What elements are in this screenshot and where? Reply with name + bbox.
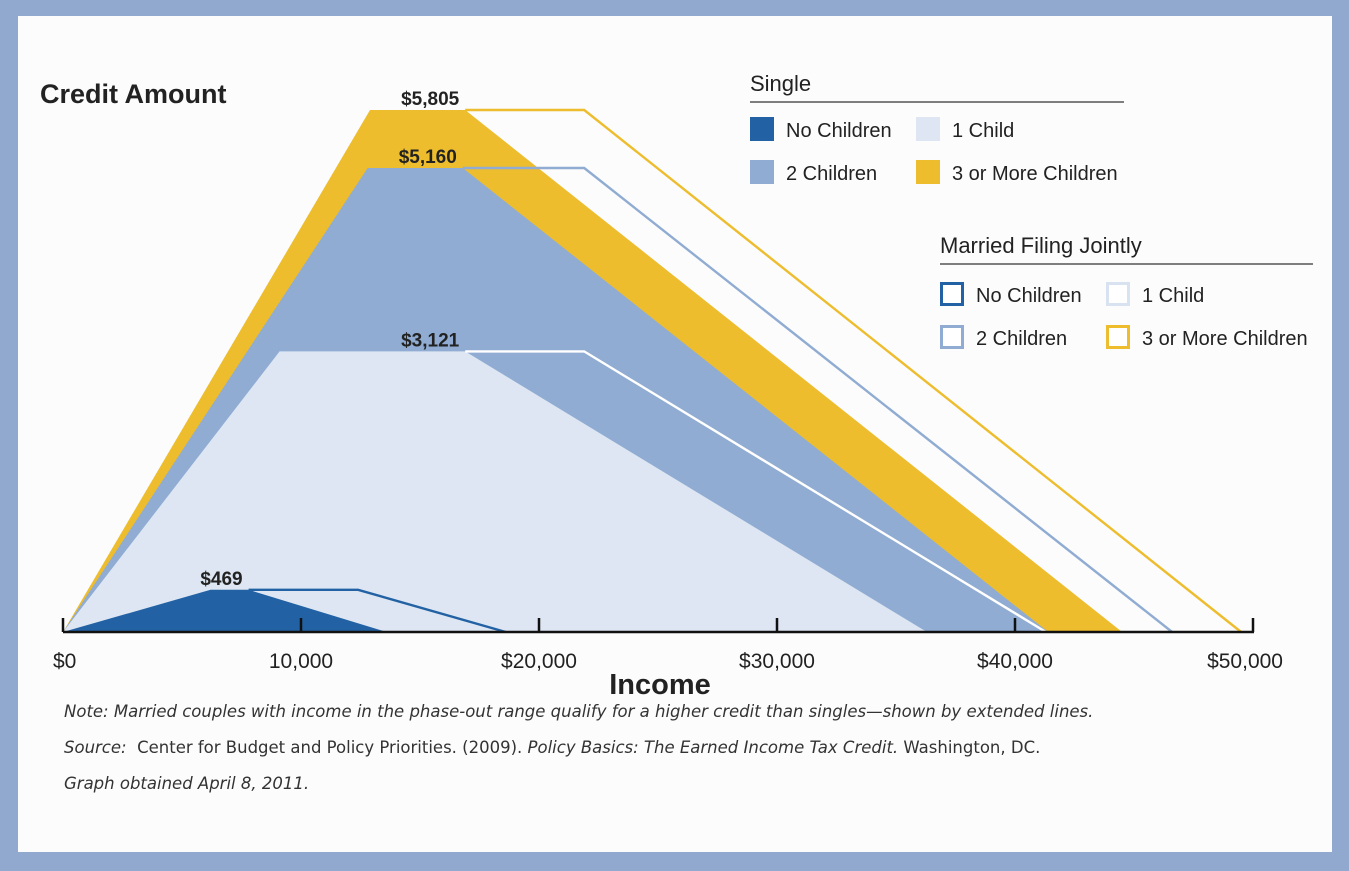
legend-swatch-single-no_children xyxy=(750,117,774,141)
area-single-no_children xyxy=(63,589,387,632)
line-married-one_child xyxy=(465,350,1047,634)
legend-label: 3 or More Children xyxy=(952,163,1118,185)
legend-label: 2 Children xyxy=(976,328,1067,350)
legend-swatch-married-no_children xyxy=(940,282,964,306)
legend-label: 1 Child xyxy=(1142,285,1204,307)
x-axis-label: Income xyxy=(609,669,711,696)
x-tick-label: 10,000 xyxy=(269,650,333,673)
line-married-no_children xyxy=(248,588,507,634)
max-credit-label-one_child: $3,121 xyxy=(401,330,460,351)
obtained-text: Graph obtained April 8, 2011. xyxy=(64,774,310,793)
legend-label: 1 Child xyxy=(952,120,1014,142)
legend-label: No Children xyxy=(786,120,892,142)
x-tick-label: $30,000 xyxy=(739,650,815,673)
legend-swatch-married-two_children xyxy=(940,325,964,349)
legend-title: Single xyxy=(750,71,811,96)
legend-label: No Children xyxy=(976,285,1082,307)
y-axis-label: Credit Amount xyxy=(40,79,226,109)
area-single-one_child xyxy=(63,351,927,632)
legend-label: 2 Children xyxy=(786,163,877,185)
source-prefix: Source: xyxy=(64,738,127,757)
legend-swatch-single-one_child xyxy=(916,117,940,141)
eitc-chart: $0 10,000 $20,000 $30,000 $40,000 $50,000 $5,… xyxy=(40,71,1313,696)
legend-swatch-married-three_children xyxy=(1106,325,1130,349)
legend-swatch-married-one_child xyxy=(1106,282,1130,306)
line-married-two_children xyxy=(462,166,1173,633)
max-credit-label-no_children: $469 xyxy=(200,569,242,590)
x-tick-label: $40,000 xyxy=(977,650,1053,673)
x-tick-label: $50,000 xyxy=(1207,650,1283,673)
x-tick-label: $20,000 xyxy=(501,650,577,673)
source-text: Source: Center for Budget and Policy Pri… xyxy=(64,738,1040,757)
source-org: Center for Budget and Policy Priorities.… xyxy=(137,738,523,757)
legend-swatch-single-three_children xyxy=(916,160,940,184)
max-credit-label-three_children: $5,805 xyxy=(401,89,460,110)
source-title: Policy Basics: The Earned Income Tax Cre… xyxy=(527,738,899,757)
legend-label: 3 or More Children xyxy=(1142,328,1308,350)
chart-panel: $0 10,000 $20,000 $30,000 $40,000 $50,000 $5,… xyxy=(18,16,1332,852)
source-place: Washington, DC. xyxy=(903,738,1041,757)
line-married-three_children xyxy=(465,108,1242,633)
note-text: Note: Married couples with income in the… xyxy=(64,702,1094,721)
legend-title: Married Filing Jointly xyxy=(940,233,1142,258)
x-tick-label: $0 xyxy=(53,650,76,673)
legend-swatch-single-two_children xyxy=(750,160,774,184)
max-credit-label-two_children: $5,160 xyxy=(399,147,457,168)
